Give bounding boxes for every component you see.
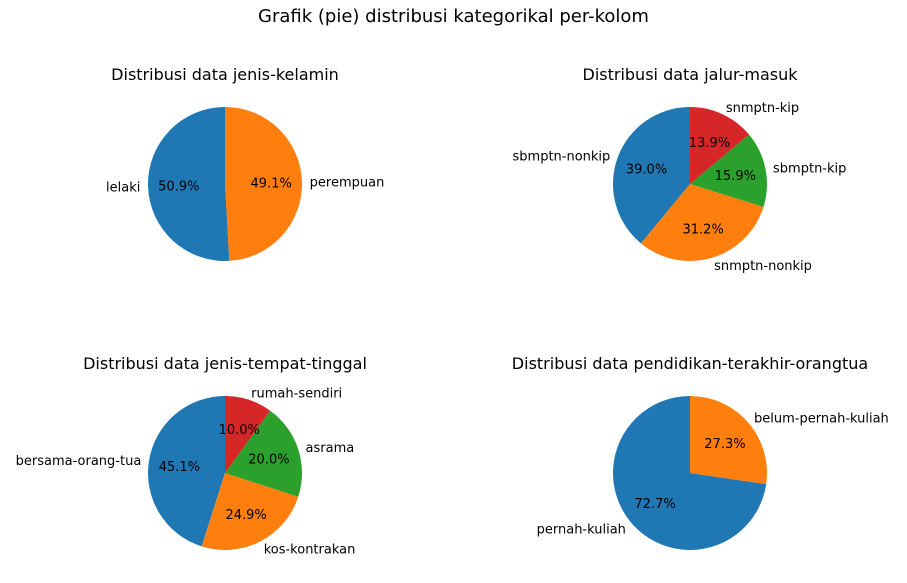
slice-percent: 15.9% <box>715 169 756 184</box>
slice-label: snmptn-kip <box>726 101 799 116</box>
slice-label: pernah-kuliah <box>537 522 626 537</box>
slice-percent: 45.1% <box>159 460 200 475</box>
slice-label: kos-kontrakan <box>264 542 356 557</box>
pie-slice <box>225 396 271 473</box>
pie-slice <box>225 410 302 497</box>
slice-percent: 10.0% <box>219 423 260 438</box>
slice-label: snmptn-nonkip <box>714 259 812 274</box>
pie-slice <box>147 107 230 261</box>
pie-slice <box>690 134 767 207</box>
pie-slice <box>690 107 750 184</box>
slice-percent: 72.7% <box>634 497 675 512</box>
pie-slice <box>690 396 768 485</box>
pie-1: Distribusi data jenis-kelamin lelaki 50.9%… <box>106 65 384 261</box>
slice-percent: 49.1% <box>251 177 292 192</box>
pie-slice <box>613 107 690 244</box>
slice-label: rumah-sendiri <box>251 386 342 401</box>
pie-title: Distribusi data jenis-kelamin <box>111 65 339 84</box>
pie-3: Distribusi data jenis-tempat-tinggal bers… <box>16 354 367 557</box>
slice-percent: 39.0% <box>626 162 667 177</box>
slice-percent: 50.9% <box>158 179 199 194</box>
pie-title: Distribusi data jenis-tempat-tinggal <box>83 354 367 373</box>
pie-title: Distribusi data pendidikan-terakhir-oran… <box>512 354 868 373</box>
slice-label: sbmptn-nonkip <box>513 149 611 164</box>
slice-label: sbmptn-kip <box>773 161 846 176</box>
pie-slice <box>225 107 302 261</box>
slice-label: asrama <box>306 441 355 456</box>
pie-slice <box>201 473 299 550</box>
pie-slice <box>148 396 225 547</box>
slice-label: lelaki <box>106 180 140 195</box>
pie-2: Distribusi data jalur-masuk sbmptn-nonkip… <box>513 65 847 274</box>
pie-title: Distribusi data jalur-masuk <box>583 65 799 84</box>
slice-label: perempuan <box>310 176 385 191</box>
pie-slice <box>640 184 764 262</box>
slice-label: belum-pernah-kuliah <box>754 412 889 427</box>
slice-percent: 31.2% <box>683 222 724 237</box>
slice-percent: 27.3% <box>704 437 745 452</box>
slice-label: bersama-orang-tua <box>16 454 142 469</box>
figure-title: Grafik (pie) distribusi kategorikal per-… <box>258 6 649 27</box>
pie-4: Distribusi data pendidikan-terakhir-oran… <box>512 354 889 551</box>
slice-percent: 20.0% <box>248 453 289 468</box>
slice-percent: 13.9% <box>689 136 730 151</box>
slice-percent: 24.9% <box>225 508 266 523</box>
pie-slice <box>613 396 767 551</box>
